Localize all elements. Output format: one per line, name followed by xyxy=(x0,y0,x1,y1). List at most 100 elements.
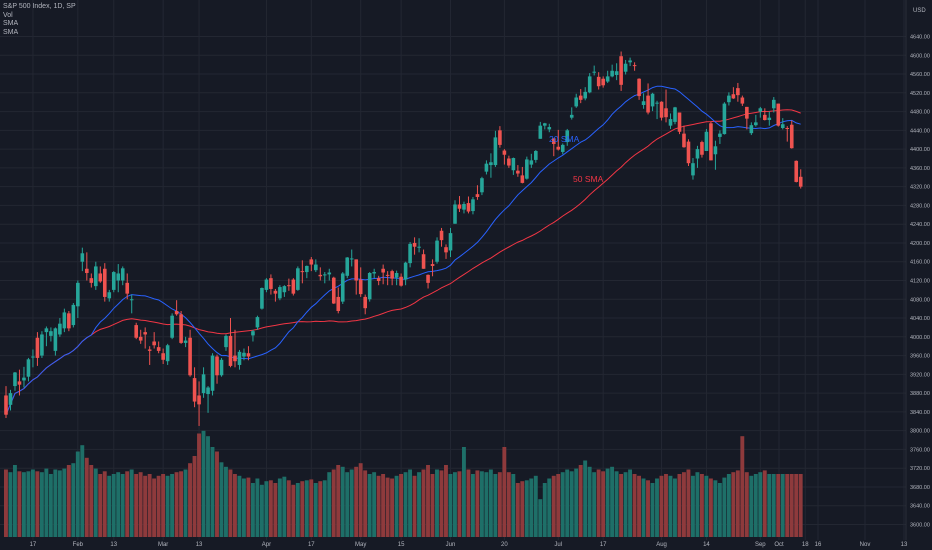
volume-bar xyxy=(102,471,107,537)
volume-bar xyxy=(457,471,462,537)
candle-body xyxy=(22,377,26,381)
volume-bar xyxy=(215,451,219,537)
volume-bar xyxy=(641,478,646,537)
candle-body xyxy=(529,160,534,165)
volume-bar xyxy=(551,475,556,537)
volume-bar xyxy=(237,475,242,537)
candle-body xyxy=(273,290,278,294)
candle-body xyxy=(381,268,385,273)
volume-bar xyxy=(780,474,785,537)
candle-body xyxy=(426,274,430,283)
volume-bar xyxy=(26,471,31,537)
sma20-layer xyxy=(5,85,801,415)
candle-body xyxy=(700,142,704,155)
volume-bar xyxy=(753,474,758,537)
volume-bar xyxy=(152,478,157,537)
candle-body xyxy=(664,108,668,118)
candle-body xyxy=(547,127,552,130)
legend-item-vol: Vol xyxy=(3,11,13,19)
volume-bar xyxy=(264,481,269,537)
volume-bar xyxy=(165,475,170,537)
volume-bar xyxy=(322,480,327,537)
volume-bar xyxy=(686,469,691,537)
candle-body xyxy=(98,273,103,282)
volume-bar xyxy=(75,451,80,537)
x-tick-label: Nov xyxy=(860,542,871,548)
candle-body xyxy=(296,268,300,290)
candle-body xyxy=(632,65,637,67)
candle-body xyxy=(794,160,799,182)
volume-bar xyxy=(596,469,601,537)
y-tick-label: 3760.00 xyxy=(910,447,930,453)
volume-bar xyxy=(62,468,67,537)
candle-body xyxy=(399,276,403,286)
volume-bar xyxy=(138,472,143,537)
candle-body xyxy=(668,119,673,126)
volume-bar xyxy=(542,483,547,537)
candle-body xyxy=(574,97,579,107)
candle-body xyxy=(242,352,246,357)
candle-body xyxy=(520,175,525,183)
candle-body xyxy=(336,296,341,311)
candle-body xyxy=(471,199,475,212)
volume-bar xyxy=(376,475,381,537)
x-tick-label: 13 xyxy=(196,542,203,548)
volume-bar xyxy=(197,433,201,537)
candle-body xyxy=(138,336,143,341)
candle-body xyxy=(71,304,76,326)
volume-bar xyxy=(497,472,502,537)
candle-body xyxy=(372,272,376,274)
candle-body xyxy=(560,144,565,152)
candle-body xyxy=(596,76,601,87)
candle-body xyxy=(174,311,179,315)
volume-bar xyxy=(453,472,457,537)
candle-body xyxy=(188,337,192,376)
candle-body xyxy=(44,328,49,333)
volume-bar xyxy=(300,481,305,537)
x-tick-label: 18 xyxy=(802,542,809,548)
candle-body xyxy=(89,278,94,283)
volume-bar xyxy=(426,465,430,537)
candle-body xyxy=(309,259,314,265)
candle-body xyxy=(327,272,332,275)
x-tick-label: 17 xyxy=(308,542,315,548)
volume-bar xyxy=(699,474,704,537)
volume-bar xyxy=(385,477,390,537)
volume-bar xyxy=(470,474,475,537)
candle-body xyxy=(107,292,112,299)
x-tick-label: Jun xyxy=(446,542,456,548)
candle-body xyxy=(578,95,583,100)
candle-body xyxy=(156,347,161,351)
candle-body xyxy=(197,395,201,405)
x-tick-label: 17 xyxy=(600,542,607,548)
candle-body xyxy=(170,315,174,338)
candle-body xyxy=(731,94,736,99)
candle-body xyxy=(619,56,623,85)
candle-body xyxy=(722,103,727,135)
y-tick-label: 3640.00 xyxy=(910,504,930,510)
sma50-layer xyxy=(5,109,801,415)
volume-bar xyxy=(336,465,341,537)
candle-body xyxy=(502,150,507,155)
volume-bar xyxy=(628,469,633,537)
y-tick-label: 4040.00 xyxy=(910,316,930,322)
volume-bar xyxy=(524,480,529,537)
volume-bar xyxy=(354,466,359,537)
candle-body xyxy=(264,279,269,290)
candle-body xyxy=(507,158,511,166)
candle-body xyxy=(134,325,139,338)
candle-body xyxy=(228,335,233,366)
y-tick-label: 4440.00 xyxy=(910,128,930,134)
x-tick-label: May xyxy=(355,542,366,548)
volume-bar xyxy=(484,472,489,537)
volume-bar xyxy=(246,477,251,537)
y-tick-label: 3800.00 xyxy=(910,429,930,435)
volume-bar xyxy=(219,462,224,537)
volume-bar xyxy=(53,469,58,537)
x-tick-label: Sep xyxy=(755,542,766,548)
volume-layer xyxy=(4,430,803,537)
candle-body xyxy=(354,259,359,281)
volume-bar xyxy=(776,474,781,537)
candle-body xyxy=(147,349,152,351)
volume-bar xyxy=(210,447,215,537)
